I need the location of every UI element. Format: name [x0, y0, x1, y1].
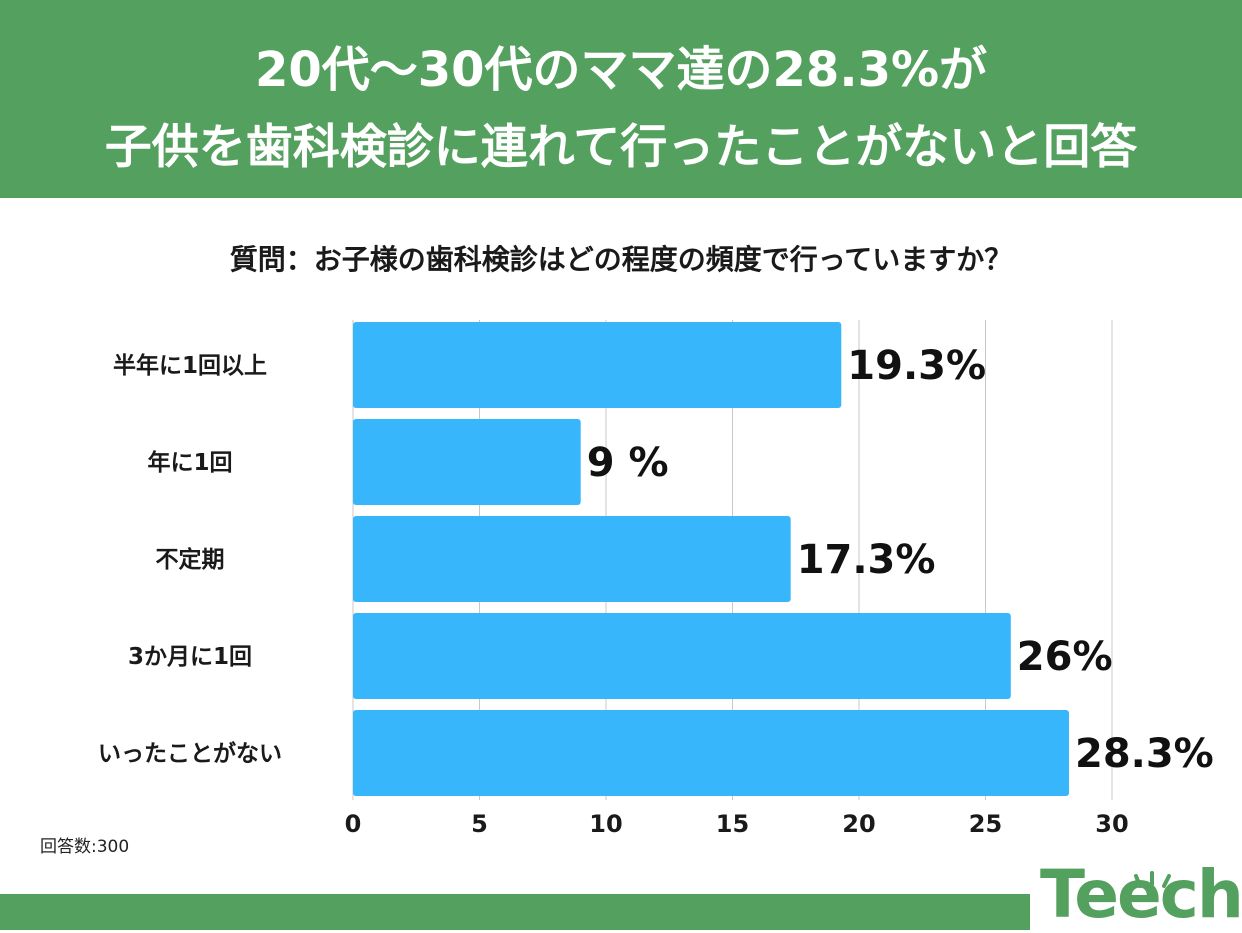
x-tick-label: 25 [969, 810, 1002, 838]
value-label: 19.3% [847, 343, 986, 389]
bar [353, 322, 842, 408]
value-label: 28.3% [1075, 731, 1214, 777]
labels: 0 5 10 15 20 25 30 半年に1回以上 19.3% 年に1回 9 % 不定期 17.3% 3… [98, 343, 1214, 838]
value-label: 17.3% [797, 537, 936, 583]
x-tick-label: 20 [842, 810, 875, 838]
x-tick-label: 5 [471, 810, 488, 838]
bar [353, 516, 791, 602]
survey-question: 質問：お子様の歯科検診はどの程度の頻度で行っていますか？ [229, 243, 1013, 276]
category-label: 半年に1回以上 [113, 352, 267, 379]
value-label: 26% [1017, 634, 1113, 680]
category-label: 年に1回 [147, 449, 232, 476]
title-line-2: 子供を歯科検診に連れて行ったことがないと回答 [104, 120, 1138, 175]
bars [353, 322, 1069, 796]
x-tick-label: 0 [345, 810, 362, 838]
title-banner: 20代〜30代のママ達の28.3%が 子供を歯科検診に連れて行ったことがないと回… [0, 0, 1242, 198]
x-tick-label: 10 [589, 810, 622, 838]
title-line-1: 20代〜30代のママ達の28.3%が [254, 42, 988, 98]
teech-logo: Teech [1040, 856, 1242, 933]
category-label: 3か月に1回 [128, 644, 252, 670]
value-label: 9 % [587, 440, 669, 486]
x-tick-label: 15 [716, 810, 749, 838]
response-count: 回答数:300 [40, 837, 130, 857]
bar-chart: 0 5 10 15 20 25 30 半年に1回以上 19.3% 年に1回 9 % 不定期 17.3% 3… [98, 320, 1214, 838]
category-label: 不定期 [156, 546, 225, 573]
bar [353, 613, 1011, 699]
logo-sparkle-icon [1134, 871, 1171, 888]
bar [353, 419, 581, 505]
category-label: いったことがない [98, 740, 282, 767]
x-tick-label: 30 [1095, 810, 1128, 838]
bar [353, 710, 1069, 796]
